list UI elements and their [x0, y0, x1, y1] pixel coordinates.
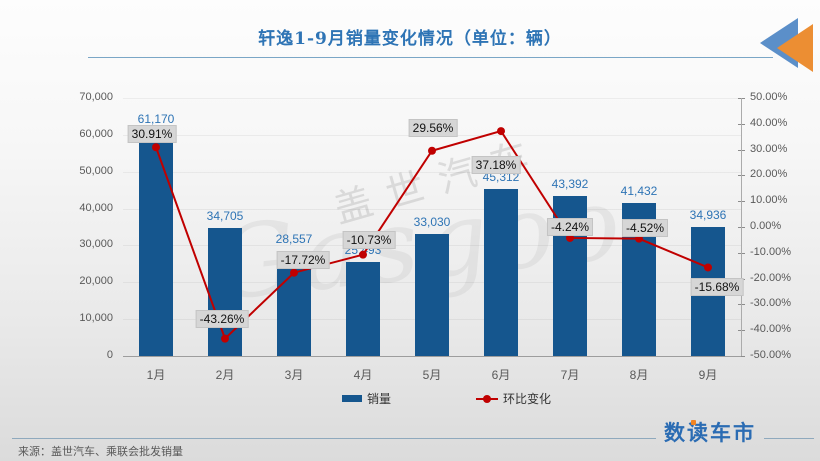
bar-value-label: 43,392	[551, 177, 589, 192]
bar-value-label: 61,170	[137, 111, 175, 126]
pct-change-label: 37.18%	[471, 156, 521, 175]
pct-change-label: 29.56%	[408, 118, 458, 137]
pct-change-label: -17.72%	[276, 250, 330, 269]
pct-change-label: -15.68%	[690, 278, 744, 297]
x-axis-category-label: 3月	[284, 368, 304, 382]
y-axis-left-tick-label: 50,000	[79, 164, 113, 177]
y-axis-right-tick-label: -10.00%	[750, 245, 791, 258]
y-axis-right-tick-label: 20.00%	[750, 168, 788, 181]
chart-title: 轩逸1-9月销量变化情况（单位：辆）	[258, 29, 562, 49]
title-underline	[88, 57, 773, 58]
x-axis-category-label: 7月	[560, 368, 580, 382]
y-axis-right-tick-label: -50.00%	[750, 349, 791, 361]
sales-bar	[415, 234, 449, 356]
bar-value-label: 33,030	[413, 215, 451, 230]
x-axis-category-label: 1月	[146, 368, 166, 382]
footer-rule-left	[12, 438, 656, 439]
sales-bar	[484, 188, 518, 356]
pct-change-label: 30.91%	[127, 125, 177, 144]
bar-swatch-icon	[342, 395, 362, 402]
sales-bar	[208, 228, 242, 356]
pct-change-label: -4.52%	[621, 218, 669, 237]
y-axis-right-tick-label: 50.00%	[750, 91, 788, 103]
y-axis-right-tick-label: -30.00%	[750, 297, 791, 310]
legend-line-label: 环比变化	[503, 392, 552, 406]
y-axis-right-tick-label: -20.00%	[750, 271, 791, 284]
logo-orange-dot-icon	[691, 420, 696, 425]
y-axis-right-tick-label: -40.00%	[750, 323, 791, 336]
bar-value-label: 34,705	[206, 209, 244, 224]
line-swatch-icon	[476, 394, 498, 403]
y-axis-left-tick-label: 20,000	[79, 275, 113, 288]
source-note: 来源：盖世汽车、乘联会批发销量	[18, 446, 183, 458]
y-axis-right-tick-mark	[738, 356, 745, 357]
y-axis-right-tick-label: 0.00%	[750, 220, 782, 232]
x-axis-category-label: 5月	[422, 368, 442, 382]
legend: 销量 环比变化	[0, 390, 820, 408]
y-axis-left-tick-label: 0	[106, 349, 113, 361]
x-axis-category-label: 9月	[698, 368, 718, 382]
pct-change-label: -4.24%	[546, 217, 594, 236]
legend-item-sales: 销量	[342, 390, 391, 407]
x-axis-category-label: 4月	[353, 368, 373, 382]
legend-item-mom-change: 环比变化	[476, 390, 551, 407]
bar-value-label: 41,432	[620, 184, 658, 199]
x-axis-line	[123, 356, 741, 357]
y-axis-left-tick-label: 10,000	[79, 312, 113, 325]
x-axis-category-label: 8月	[629, 368, 649, 382]
bar-value-label: 28,557	[275, 231, 313, 246]
x-axis-category-label: 6月	[491, 368, 511, 382]
y-axis-left-tick-label: 60,000	[79, 127, 113, 140]
pct-change-label: -10.73%	[342, 230, 396, 249]
y-axis-left-tick-label: 40,000	[79, 201, 113, 214]
pct-change-label: -43.26%	[195, 309, 249, 328]
y-axis-right-line	[741, 98, 742, 356]
y-axis-left-tick-label: 70,000	[79, 91, 113, 103]
site-logo: 数读车市	[664, 422, 756, 445]
y-axis-left-tick-label: 30,000	[79, 238, 113, 251]
gasgoo-arrow-logo-icon	[760, 18, 813, 72]
sales-bar	[139, 130, 173, 356]
gridline	[123, 98, 741, 99]
legend-bar-label: 销量	[367, 392, 392, 406]
footer-rule-right	[764, 438, 814, 439]
sales-bar	[346, 262, 380, 356]
y-axis-right-tick-label: 40.00%	[750, 116, 788, 129]
y-axis-right-tick-label: 30.00%	[750, 142, 788, 155]
bar-value-label: 34,936	[689, 208, 727, 223]
y-axis-right-tick-label: 10.00%	[750, 194, 788, 207]
x-axis-category-label: 2月	[215, 368, 235, 382]
gridline	[123, 171, 741, 173]
